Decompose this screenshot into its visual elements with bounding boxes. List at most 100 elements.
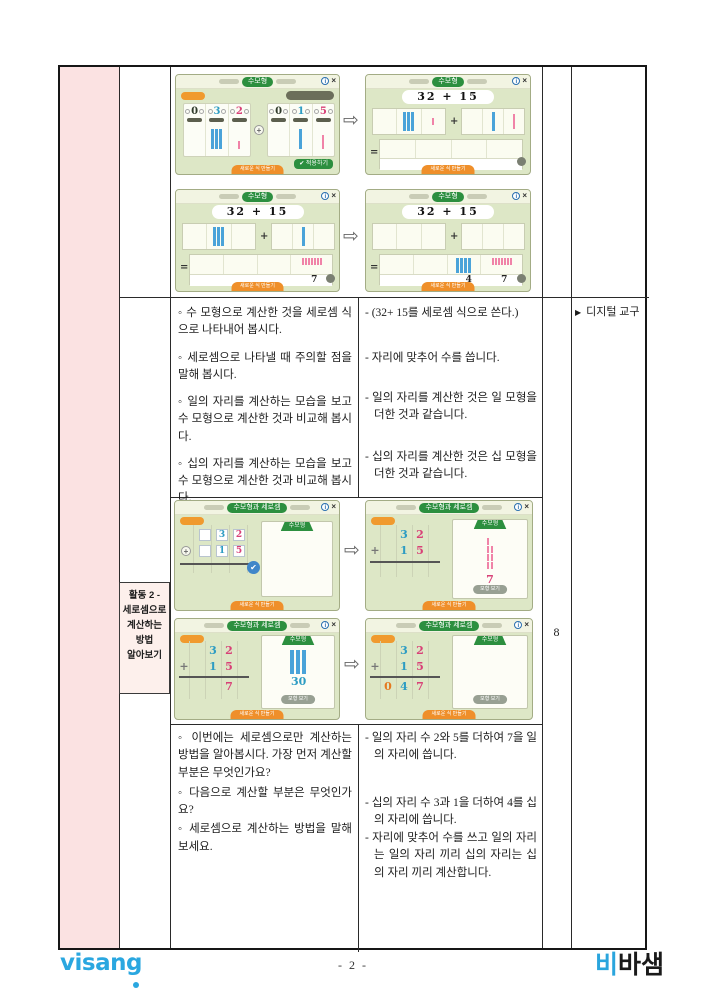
calc-digit: 2 [225, 644, 233, 657]
tab-pill [466, 194, 487, 199]
new-expression-tab: 새로운 식 만들기 [231, 165, 284, 174]
info-icon: i [512, 192, 521, 200]
model-cell [462, 224, 483, 249]
problem-badge [371, 517, 395, 525]
activity-label-line: 계산하는 [127, 620, 162, 631]
spinner-column: 3 [206, 104, 229, 156]
place-guide-line [412, 641, 413, 699]
table-border [358, 297, 359, 497]
visang-logo-dot [133, 982, 139, 988]
ten-model-bars [290, 650, 306, 674]
tab-pill [396, 505, 417, 510]
model-cell [232, 224, 255, 249]
tab-number-model: 수모형 [432, 76, 464, 87]
tab-pill [289, 623, 310, 628]
teacher-script-item: ◦ 수 모형으로 계산한 것을 세로셈 식으로 나타내어 봅시다. [178, 307, 352, 337]
equals-sign: = [370, 262, 379, 273]
info-icon: i [321, 77, 330, 85]
place-guide-line [428, 525, 429, 577]
digit-spinner-panel-right: 0 1 5 [267, 103, 335, 157]
place-label-pill [209, 118, 225, 122]
place-label-pill [315, 118, 331, 122]
model-panel: 수모형 30 모형 보기 [261, 635, 335, 709]
result-grid: 7 [189, 254, 333, 286]
view-model-button: 모형 보기 [473, 585, 507, 594]
one-model-bars [487, 538, 493, 569]
ones-result-digit: 7 [225, 680, 233, 693]
digit-box-ones: 2 [233, 529, 245, 541]
table-border [119, 297, 649, 298]
apply-button: ✔ 적용하기 [294, 159, 333, 169]
tab-pill [481, 505, 502, 510]
vivasam-logo-rest: 바샘 [617, 950, 664, 979]
new-expression-tab: 새로운 식 만들기 [422, 601, 476, 610]
sum-line [180, 563, 252, 565]
app-screenshot-number-model-ones-result: 수모형 i × 32 + 15 + = 7 [175, 189, 340, 292]
result-grid [379, 139, 523, 170]
spinner-arrow-icon [229, 109, 235, 114]
app-screenshot-vertical-tens-model: 수모형과 세로셈 i × 3 2 + 1 5 7 수모형 30 모형 보기 [174, 618, 340, 720]
spinner-column: 0 [268, 104, 291, 156]
calc-digit: 1 [400, 544, 408, 557]
grid-cell [416, 140, 452, 158]
materials-bullet-icon: ▶ [575, 308, 582, 317]
model-cell [314, 224, 334, 249]
model-panel: 수모형 [261, 521, 333, 597]
grid-cell [380, 140, 416, 158]
refresh-button [326, 274, 335, 283]
info-icon: i [512, 77, 521, 85]
tab-pill [276, 194, 297, 199]
place-guide-line [211, 525, 212, 573]
tab-pill [204, 505, 225, 510]
model-cell [272, 224, 293, 249]
table-border [119, 67, 120, 948]
tab-pill [218, 194, 239, 199]
place-guide-line [428, 641, 429, 699]
model-cell-ones [504, 109, 524, 134]
place-guide-line [229, 525, 230, 573]
calc-digit: 5 [416, 544, 424, 557]
grid-cell [224, 255, 258, 274]
spinner-arrow-icon [269, 109, 275, 114]
app-screenshot-vertical-ones-sum: 수모형과 세로셈 i × 3 2 + 1 5 수모형 7 모형 보기 [365, 500, 533, 611]
page-number: - 2 - [338, 958, 368, 972]
transition-arrow-icon: ⇨ [343, 225, 359, 247]
calc-plus: + [370, 660, 380, 673]
digit-box-tens: 3 [216, 529, 228, 541]
digit-spinner-panel-left: 0 3 2 [183, 103, 251, 157]
grid-cell [190, 255, 224, 274]
activity-label-line: 알아보기 [127, 650, 162, 661]
spinner-column: 0 [184, 104, 207, 156]
close-icon: × [524, 620, 529, 629]
app-screenshot-number-model-equation: 수모형 i × 32 + 15 + = [365, 74, 531, 175]
tab-model-and-vertical: 수모형과 세로셈 [227, 620, 287, 631]
calc-digit: 1 [209, 660, 217, 673]
model-box-left [372, 108, 446, 135]
teacher-script-item: ◦ 이번에는 세로셈으로만 계산하는 방법을 알아봅시다. 가장 먼저 계산할 … [178, 732, 352, 779]
model-panel-flag: 수모형 [281, 636, 315, 645]
app-screenshot-vertical-form-input: 수모형과 세로셈 i × 3 2 + 1 5 ✔ 수모형 새로운 식 만들기 [174, 500, 340, 611]
model-cell [397, 224, 422, 249]
tab-pill [218, 79, 239, 84]
plus-sign: + [450, 231, 459, 242]
tab-pill [409, 194, 430, 199]
spinner-digit: 3 [213, 106, 221, 117]
spinner-arrow-icon [327, 109, 333, 114]
transition-arrow-icon: ⇨ [344, 653, 360, 675]
table-border [358, 724, 359, 952]
app-tab-bar: 수모형 i × [176, 75, 339, 89]
grid-answer-ones: 7 [311, 275, 318, 285]
student-answer-item: - 일의 자리를 계산한 것은 일 모형을 더한 것과 같습니다. [365, 391, 537, 421]
model-cell [373, 224, 398, 249]
spinner-column: 2 [229, 104, 250, 156]
spinner-arrow-icon [221, 109, 227, 114]
equation-display: 32 + 15 [211, 205, 304, 219]
place-label-pill [231, 118, 247, 122]
activity-label-line: 방법 [135, 635, 154, 646]
digit-box-empty [199, 529, 211, 541]
hundreds-result-digit: 0 [384, 680, 392, 693]
place-guide-line [237, 641, 238, 699]
model-cell [422, 224, 445, 249]
spinner-column: 5 [313, 104, 334, 156]
